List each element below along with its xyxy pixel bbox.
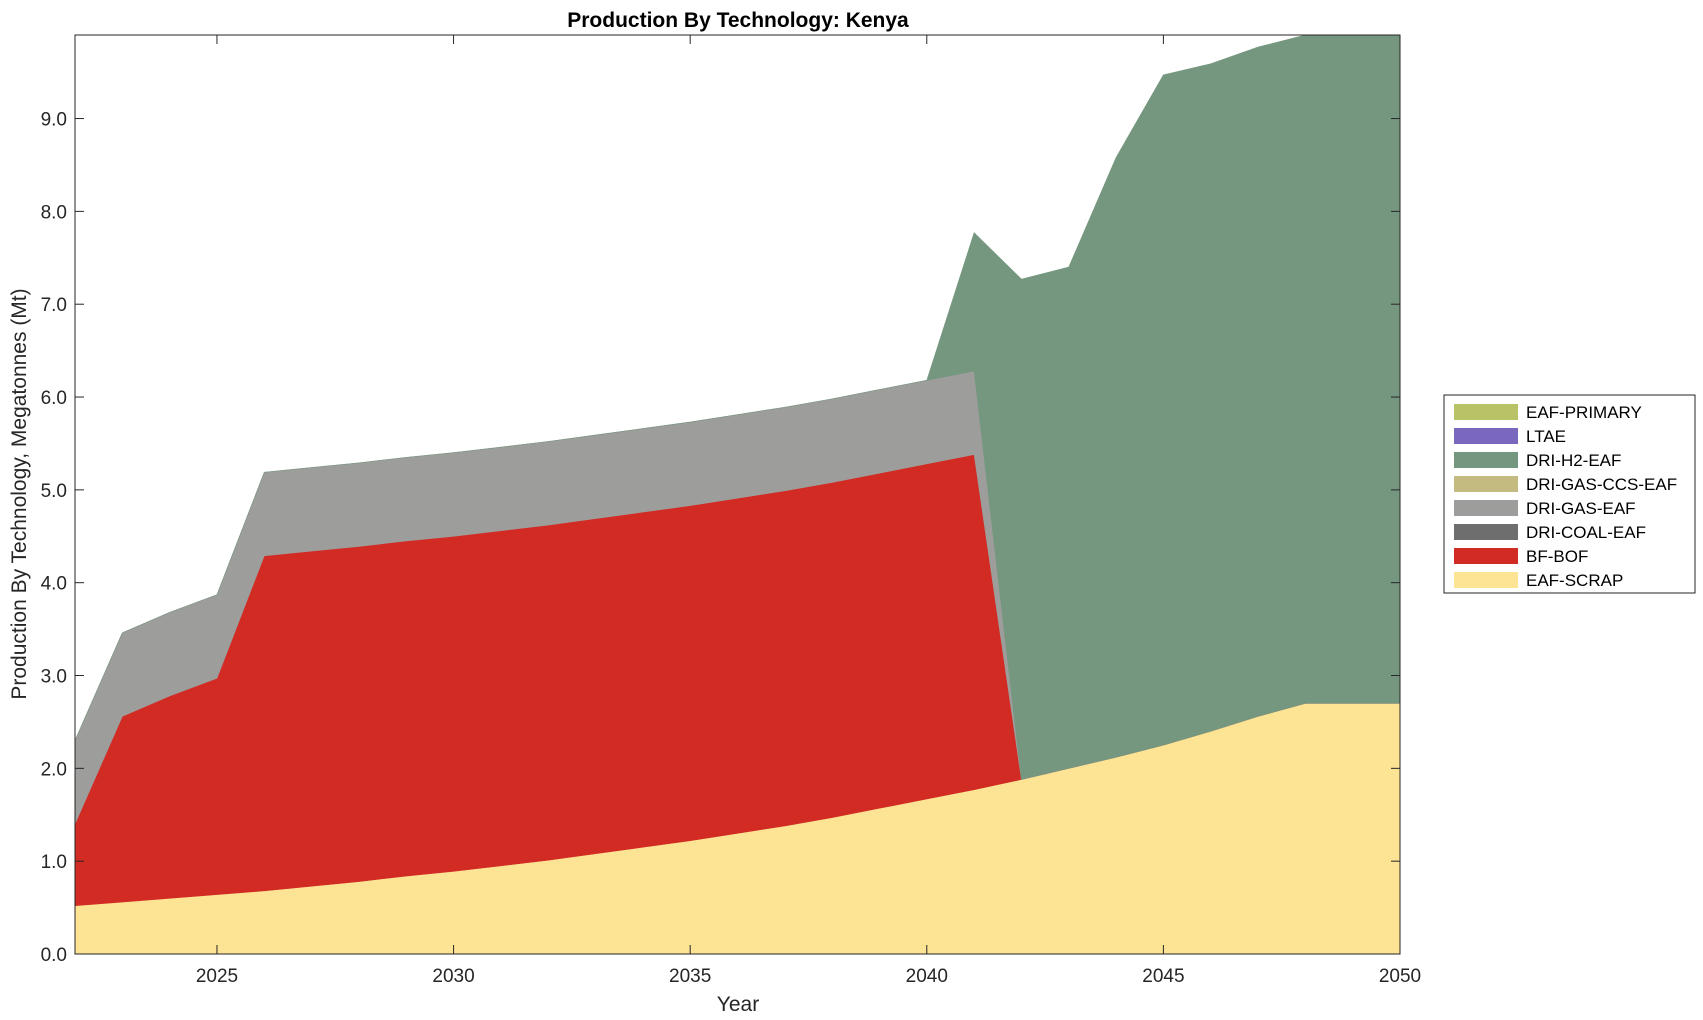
legend-label-dri-gas-ccs-eaf: DRI-GAS-CCS-EAF	[1526, 475, 1677, 494]
x-tick-label: 2050	[1379, 966, 1421, 987]
y-tick-label: 8.0	[41, 202, 67, 223]
legend-label-eaf-scrap: EAF-SCRAP	[1526, 571, 1623, 590]
legend-swatch-eaf-primary	[1454, 404, 1518, 420]
legend-swatch-eaf-scrap	[1454, 572, 1518, 588]
legend-label-dri-coal-eaf: DRI-COAL-EAF	[1526, 523, 1646, 542]
y-axis-label: Production By Technology, Megatonnes (Mt…	[8, 288, 31, 699]
legend-swatch-ltae	[1454, 428, 1518, 444]
legend-label-bf-bof: BF-BOF	[1526, 547, 1588, 566]
y-tick-label: 4.0	[41, 574, 67, 595]
y-tick-label: 2.0	[41, 759, 67, 780]
x-tick-label: 2040	[906, 966, 948, 987]
y-tick-label: 3.0	[41, 667, 67, 688]
area-dri-h2-eaf	[75, 35, 1400, 780]
legend-label-eaf-primary: EAF-PRIMARY	[1526, 403, 1642, 422]
axis-ticks: 2025 2030 2035 2040 2045 2050 0.0 1.0 2.0 3.0 4.0 5…	[41, 35, 1421, 987]
x-tick-label: 2035	[669, 966, 711, 987]
legend-swatch-dri-gas-ccs-eaf	[1454, 476, 1518, 492]
legend-label-dri-h2-eaf: DRI-H2-EAF	[1526, 451, 1621, 470]
y-tick-label: 5.0	[41, 481, 67, 502]
x-tick-label: 2045	[1142, 966, 1184, 987]
legend: EAF-PRIMARY LTAE DRI-H2-EAF DRI-GAS-CCS-EAF…	[1443, 394, 1696, 594]
y-tick-label: 7.0	[41, 295, 67, 316]
area-layers	[75, 35, 1400, 954]
plot-frame	[74, 34, 1401, 955]
x-axis-label: Year	[717, 993, 759, 1016]
legend-label-dri-gas-eaf: DRI-GAS-EAF	[1526, 499, 1636, 518]
legend-swatch-dri-h2-eaf	[1454, 452, 1518, 468]
y-tick-label: 6.0	[41, 388, 67, 409]
legend-swatch-bf-bof	[1454, 548, 1518, 564]
legend-label-ltae: LTAE	[1526, 427, 1566, 446]
y-tick-label: 9.0	[41, 110, 67, 131]
chart-title: Production By Technology: Kenya	[567, 9, 909, 32]
y-tick-label: 1.0	[41, 852, 67, 873]
y-tick-label: 0.0	[41, 945, 67, 966]
x-tick-label: 2030	[432, 966, 474, 987]
legend-swatch-dri-gas-eaf	[1454, 500, 1518, 516]
legend-swatch-dri-coal-eaf	[1454, 524, 1518, 540]
x-tick-label: 2025	[196, 966, 238, 987]
